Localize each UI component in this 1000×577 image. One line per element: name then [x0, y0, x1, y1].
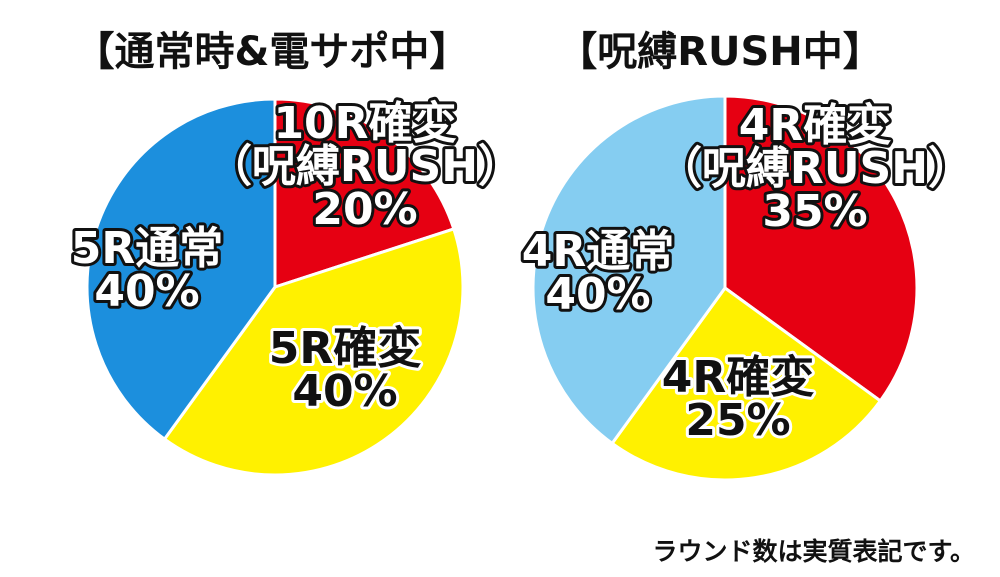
chart-title: 【呪縛RUSH中】: [557, 29, 883, 75]
slice-label: 4R通常: [522, 226, 675, 277]
slice-label: 10R確変: [273, 98, 456, 149]
pie-slice: [610, 286, 882, 482]
chart-title: 【通常時&電サポ中】: [75, 29, 470, 75]
slice-value-label: 35%: [762, 186, 867, 237]
pie-slice: [531, 94, 727, 445]
slice-value-label: 25%: [685, 395, 790, 446]
slice-value-label: 40%: [545, 269, 650, 320]
pie-slice: [163, 227, 465, 477]
slice-value-label: 20%: [312, 184, 417, 235]
slice-label: 5R通常: [71, 223, 224, 274]
slice-label: 4R確変: [662, 352, 815, 403]
pie-slice: [273, 97, 456, 289]
slice-label: 5R確変: [269, 323, 422, 374]
footnote: ラウンド数は実質表記です。: [652, 537, 975, 566]
slice-label: 4R確変: [739, 100, 892, 151]
slice-label: （呪縛RUSH）: [208, 141, 522, 192]
pie-slice: [723, 94, 919, 403]
slice-value-label: 40%: [292, 366, 397, 417]
slice-label: （呪縛RUSH）: [658, 143, 972, 194]
pie-slice: [85, 97, 277, 441]
slice-value-label: 40%: [94, 266, 199, 317]
